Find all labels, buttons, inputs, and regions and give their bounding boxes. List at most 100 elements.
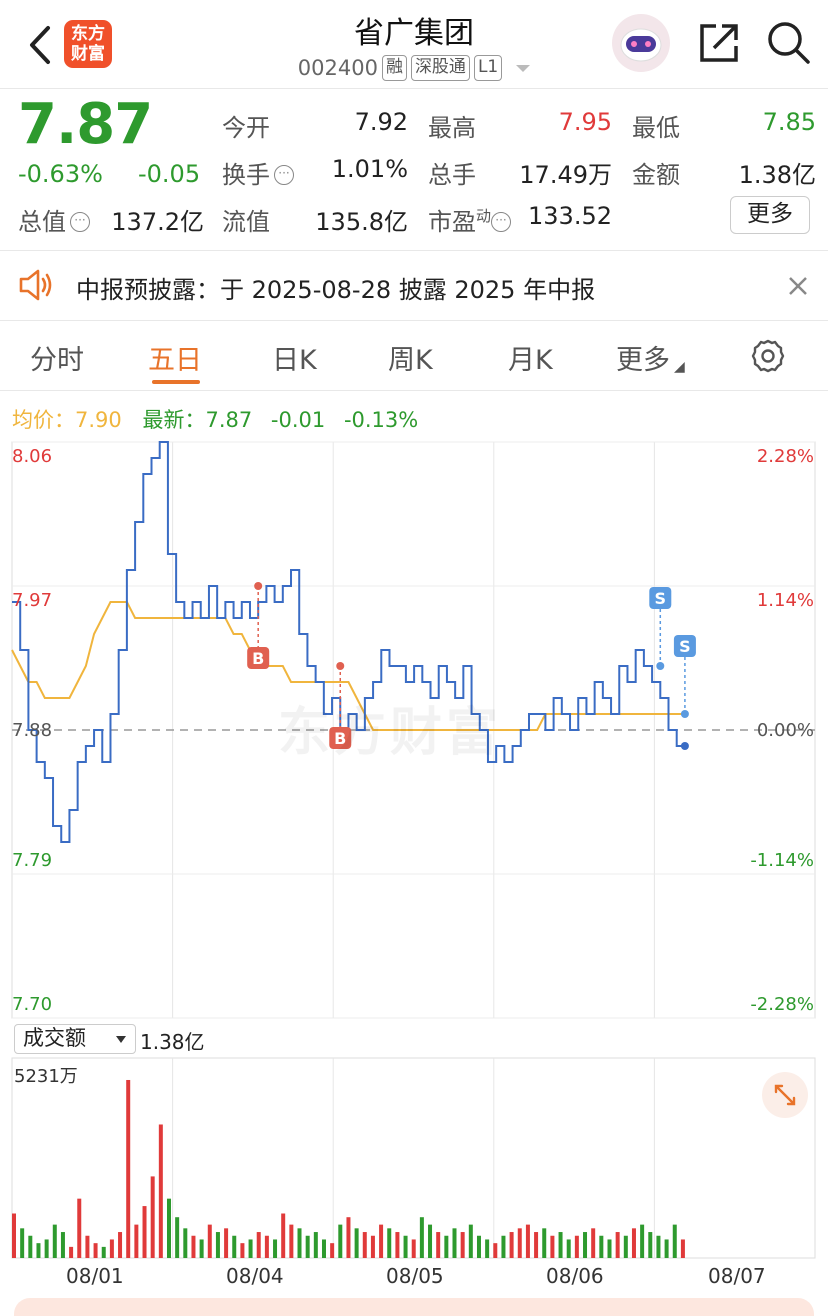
volume-bar	[44, 1239, 49, 1258]
volume-bar	[607, 1239, 612, 1258]
x-tick: 08/05	[386, 1264, 444, 1288]
open-value: 7.92	[354, 108, 408, 136]
y-tick-left: 7.88	[12, 720, 53, 741]
y-tick-left: 8.06	[12, 446, 53, 467]
volume-bar	[493, 1243, 498, 1258]
pe-label[interactable]: 市盈动 ···	[428, 202, 512, 237]
volume-bar	[150, 1176, 155, 1258]
volume-bar	[648, 1232, 653, 1258]
tag-margin: 融	[381, 55, 407, 81]
volume-bar	[640, 1224, 645, 1258]
share-icon[interactable]	[696, 20, 742, 66]
x-tick: 08/04	[226, 1264, 284, 1288]
float-value: 135.8亿	[315, 208, 408, 236]
pe-value: 133.52	[528, 202, 612, 230]
volume-bar	[93, 1243, 98, 1258]
tag-connect: 深股通	[410, 55, 470, 81]
x-tick: 08/01	[66, 1264, 124, 1288]
trade-marker-label: B	[252, 649, 264, 668]
volume-bar	[354, 1228, 359, 1258]
volume-bar	[566, 1239, 571, 1258]
tab-daily-k[interactable]: 日K	[272, 345, 317, 376]
turnover-value: 1.01%	[331, 155, 408, 183]
info-icon[interactable]: ···	[491, 212, 512, 232]
volume-bar	[36, 1243, 41, 1258]
volume-bar	[109, 1239, 114, 1258]
robot-assistant-icon[interactable]	[612, 14, 670, 72]
volume-bar	[248, 1239, 253, 1258]
volume-bar	[215, 1232, 220, 1258]
volume-bar	[370, 1235, 375, 1258]
volume-bar	[297, 1228, 302, 1258]
volume-bar	[517, 1228, 522, 1258]
app-logo: 东方 财富	[64, 20, 112, 68]
volume-bar	[599, 1235, 604, 1258]
back-arrow-icon[interactable]	[22, 22, 62, 68]
volume-bar	[680, 1239, 685, 1258]
open-label: 今开	[222, 114, 270, 142]
info-icon[interactable]: ···	[70, 212, 90, 232]
volume-bar	[525, 1224, 530, 1258]
volume-bar	[264, 1235, 269, 1258]
tab-more[interactable]: 更多 ◢	[616, 345, 685, 376]
volume-bar	[199, 1239, 204, 1258]
high-label: 最高	[428, 114, 476, 142]
volume-bar	[118, 1232, 123, 1258]
stock-code-row[interactable]: 002400 融 深股通 L1	[0, 55, 828, 81]
tab-monthly-k[interactable]: 月K	[508, 345, 553, 376]
volume-bar	[126, 1079, 131, 1258]
volume-bar	[305, 1235, 310, 1258]
volume-bar	[12, 1213, 16, 1258]
gear-icon[interactable]	[750, 338, 786, 374]
close-icon[interactable]	[784, 272, 812, 300]
volume-bar	[166, 1198, 171, 1258]
low-value: 7.85	[762, 108, 816, 136]
volume-bar	[362, 1232, 367, 1258]
volume-bar	[664, 1239, 669, 1258]
volume-bar	[501, 1235, 506, 1258]
bottom-action-bar[interactable]	[14, 1298, 814, 1316]
volume-label: 总手	[428, 161, 476, 189]
volume-bar	[20, 1228, 25, 1258]
volume-total: 1.38亿	[140, 1030, 205, 1054]
volume-bar	[558, 1232, 563, 1258]
turnover-label[interactable]: 换手 ···	[222, 155, 294, 190]
tab-five-day[interactable]: 五日	[148, 345, 202, 376]
tab-weekly-k[interactable]: 周K	[388, 345, 433, 376]
trade-marker-label: S	[655, 589, 667, 608]
volume-bar	[615, 1232, 620, 1258]
volume-bar	[69, 1246, 74, 1258]
search-icon[interactable]	[764, 18, 812, 66]
volume-metric-select[interactable]: 成交额	[14, 1024, 136, 1054]
volume-bar	[60, 1232, 65, 1258]
mktcap-label[interactable]: 总值 ···	[18, 202, 90, 237]
volume-frame	[11, 1057, 816, 1259]
chevron-down-icon[interactable]	[516, 64, 531, 72]
volume-bar	[346, 1217, 351, 1258]
y-tick-right: 2.28%	[756, 446, 814, 467]
volume-bar	[134, 1224, 139, 1258]
change-percent: -0.63%	[18, 160, 103, 188]
info-icon[interactable]: ···	[274, 165, 294, 185]
volume-bar	[321, 1239, 326, 1258]
volume-bar	[183, 1228, 188, 1258]
volume-bar	[224, 1228, 229, 1258]
notice-text[interactable]: 中报预披露：于 2025-08-28 披露 2025 年中报	[76, 276, 596, 304]
current-price: 7.87	[18, 92, 153, 157]
active-tab-indicator	[152, 380, 200, 384]
volume-bar	[28, 1235, 33, 1258]
low-label: 最低	[632, 114, 680, 142]
expand-icon[interactable]	[762, 1072, 808, 1118]
sell-marker	[673, 635, 696, 657]
volume-value: 17.49万	[519, 161, 612, 189]
volume-bar	[281, 1213, 286, 1258]
average-price-line	[11, 601, 685, 731]
trade-marker-dot	[656, 662, 665, 670]
watermark: 东方财富	[278, 703, 503, 763]
volume-bar	[583, 1232, 588, 1258]
tab-intraday[interactable]: 分时	[30, 345, 84, 376]
y-tick-right: -1.14%	[750, 850, 814, 871]
trade-marker-label: B	[334, 729, 346, 748]
five-day-price-chart[interactable]: B B S S	[0, 440, 828, 1020]
more-fields-button[interactable]: 更多	[730, 196, 810, 234]
